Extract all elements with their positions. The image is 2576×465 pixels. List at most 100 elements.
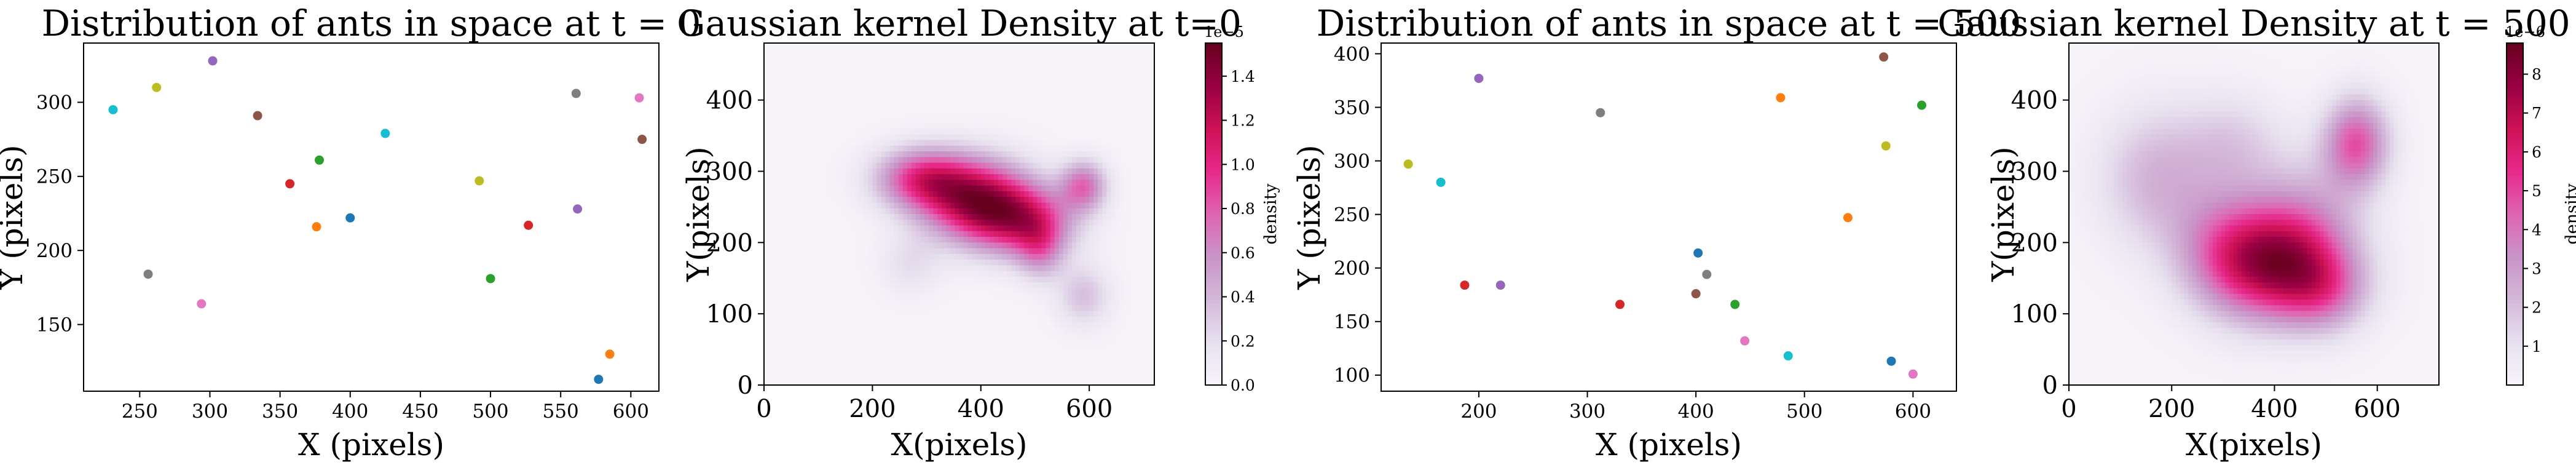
density-cell <box>1128 265 1133 272</box>
density-cell <box>781 300 787 306</box>
density-cell <box>881 293 886 300</box>
density-cell <box>1076 162 1081 169</box>
density-cell <box>1081 271 1085 277</box>
density-cell <box>824 202 830 209</box>
density-cell <box>1041 311 1047 317</box>
density-cell <box>1111 311 1116 317</box>
density-cell <box>846 60 851 66</box>
density-cell <box>803 82 808 89</box>
density-cell <box>1145 214 1151 221</box>
density-cell <box>1024 111 1030 118</box>
density-cell <box>807 111 813 118</box>
density-cell <box>1089 180 1095 186</box>
density-cell <box>1081 197 1085 204</box>
density-cell <box>1054 191 1060 197</box>
density-cell <box>1071 105 1077 112</box>
density-cell <box>1011 300 1017 306</box>
density-cell <box>1002 208 1007 215</box>
density-cell <box>1041 322 1047 329</box>
density-cell <box>1106 71 1112 78</box>
density-cell <box>902 129 908 135</box>
density-cell <box>1149 202 1155 209</box>
density-cell <box>777 197 782 204</box>
density-cell <box>989 282 995 289</box>
density-cell <box>768 276 773 283</box>
density-cell <box>777 214 782 221</box>
density-cell <box>781 82 787 89</box>
density-cell <box>1033 49 1038 55</box>
density-cell <box>764 157 769 164</box>
density-cell <box>833 54 838 61</box>
density-cell <box>924 339 929 346</box>
density-cell <box>833 49 838 55</box>
density-cell <box>989 242 995 249</box>
density-cell <box>989 293 995 300</box>
density-cell <box>768 351 773 357</box>
density-cell <box>837 231 843 237</box>
density-cell <box>872 111 878 118</box>
density-cell <box>842 322 847 329</box>
density-cell <box>989 202 995 209</box>
density-cell <box>1011 100 1017 106</box>
density-cell <box>811 305 817 312</box>
density-cell <box>967 345 973 352</box>
density-cell <box>963 214 969 221</box>
density-cell <box>907 248 912 255</box>
density-cell <box>764 82 769 89</box>
density-cell <box>1149 117 1155 124</box>
density-cell <box>898 89 904 95</box>
density-cell <box>985 345 990 352</box>
density-cell <box>920 60 925 66</box>
density-cell <box>993 134 999 141</box>
density-cell <box>1007 100 1012 106</box>
density-cell <box>842 94 847 101</box>
density-cell <box>1128 66 1133 73</box>
density-cell <box>989 351 995 357</box>
density-cell <box>972 253 977 260</box>
density-cell <box>881 333 886 340</box>
density-cell <box>1149 60 1155 66</box>
density-cell <box>1028 162 1034 169</box>
density-cell <box>811 191 817 197</box>
density-cell <box>907 111 912 118</box>
density-cell <box>824 180 830 186</box>
density-cell <box>798 60 804 66</box>
density-cell <box>889 94 895 101</box>
density-cell <box>955 265 960 272</box>
density-cell <box>1085 225 1090 232</box>
density-cell <box>868 202 873 209</box>
density-cell <box>1098 231 1103 237</box>
density-cell <box>933 111 939 118</box>
density-cell <box>851 208 856 215</box>
density-cell <box>811 145 817 152</box>
density-cell <box>980 265 986 272</box>
density-cell <box>872 140 878 146</box>
density-cell <box>950 311 956 317</box>
density-cell <box>924 253 929 260</box>
density-cell <box>924 202 929 209</box>
density-cell <box>1119 265 1125 272</box>
density-cell <box>967 140 973 146</box>
density-cell <box>851 202 856 209</box>
density-cell <box>837 322 843 329</box>
density-cell <box>933 242 939 249</box>
density-cell <box>1054 117 1060 124</box>
density-cell <box>915 60 921 66</box>
density-cell <box>915 351 921 357</box>
density-cell <box>946 168 951 175</box>
density-cell <box>851 105 856 112</box>
density-cell <box>898 265 904 272</box>
density-cell <box>842 174 847 181</box>
density-cell <box>1050 117 1055 124</box>
density-cell <box>824 220 830 226</box>
density-cell <box>898 151 904 158</box>
density-cell <box>1050 71 1055 78</box>
density-cell <box>1011 293 1017 300</box>
density-cell <box>1128 162 1133 169</box>
density-cell <box>980 208 986 215</box>
density-cell <box>1037 202 1042 209</box>
density-cell <box>1111 49 1116 55</box>
density-cell <box>1028 117 1034 124</box>
density-cell <box>885 333 891 340</box>
density-cell <box>1063 271 1068 277</box>
